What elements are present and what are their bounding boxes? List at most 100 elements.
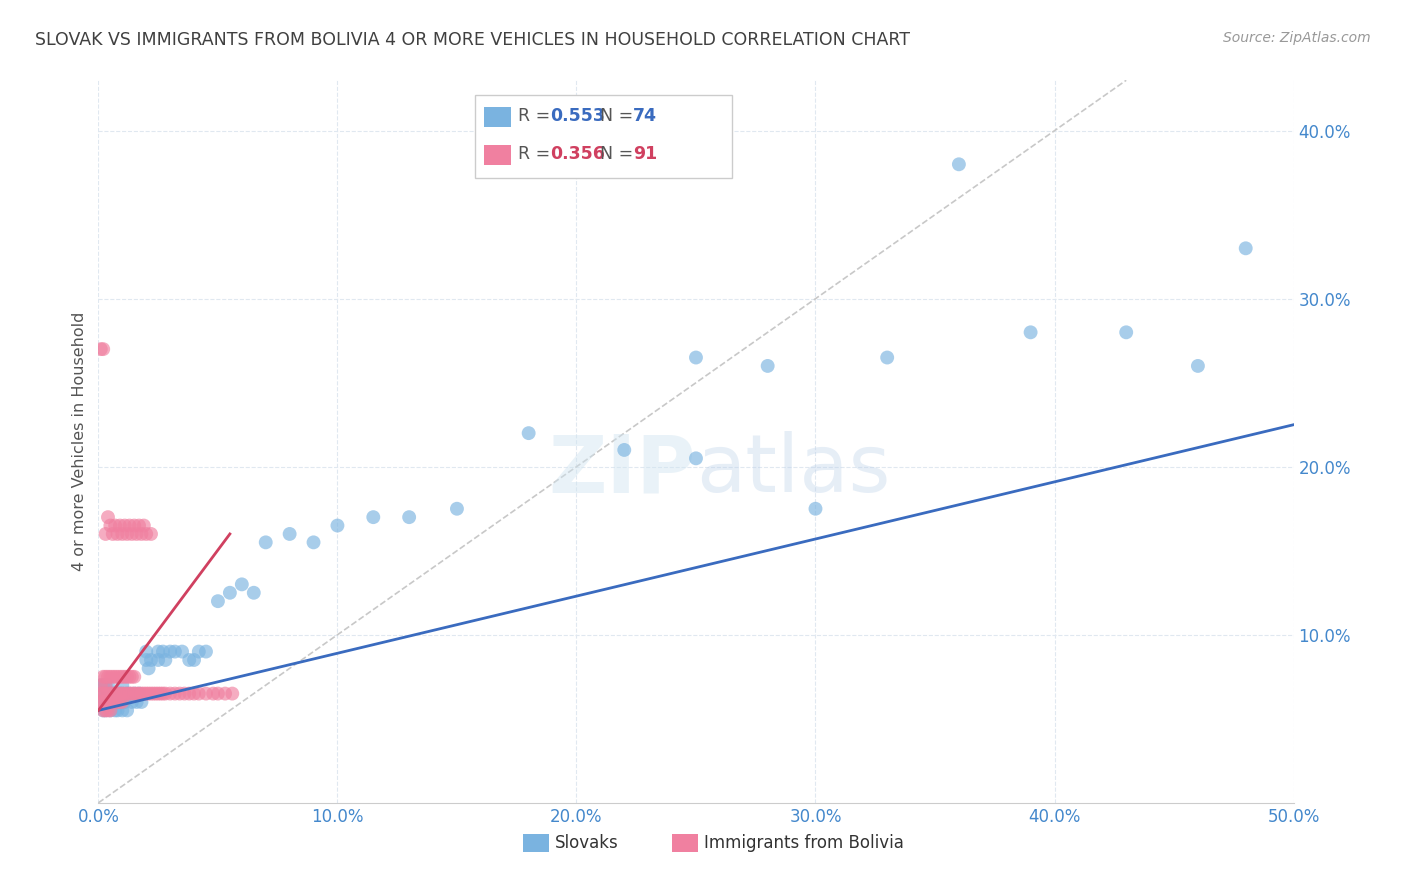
Point	[94, 687, 117, 701]
Point	[94, 678, 117, 692]
Text: 0.356: 0.356	[550, 145, 605, 163]
Point	[179, 653, 201, 667]
Point	[104, 703, 127, 717]
Point	[131, 687, 153, 701]
Point	[138, 687, 160, 701]
Point	[173, 687, 195, 701]
Point	[90, 342, 112, 356]
Bar	[475, 95, 733, 178]
Point	[107, 670, 129, 684]
Text: atlas: atlas	[696, 432, 890, 509]
Point	[159, 644, 181, 658]
Point	[152, 644, 174, 658]
Text: 91: 91	[633, 145, 657, 163]
Point	[363, 510, 385, 524]
Point	[155, 653, 177, 667]
Point	[104, 695, 127, 709]
Point	[124, 518, 146, 533]
Point	[183, 653, 205, 667]
Point	[94, 703, 117, 717]
Point	[125, 687, 148, 701]
Point	[142, 687, 165, 701]
Point	[179, 687, 201, 701]
Point	[207, 687, 229, 701]
Point	[254, 535, 277, 549]
Point	[139, 653, 162, 667]
Bar	[523, 834, 548, 852]
Point	[231, 577, 253, 591]
Point	[517, 426, 540, 441]
Point	[446, 501, 468, 516]
Point	[94, 527, 117, 541]
Point	[1115, 326, 1137, 340]
Point	[135, 527, 157, 541]
Point	[104, 518, 127, 533]
Point	[115, 703, 138, 717]
Point	[756, 359, 779, 373]
Point	[124, 687, 146, 701]
Point	[101, 695, 124, 709]
Point	[90, 687, 112, 701]
Point	[121, 695, 143, 709]
Point	[111, 695, 134, 709]
Point	[97, 695, 120, 709]
Point	[91, 703, 114, 717]
Point	[97, 687, 120, 701]
Point	[876, 351, 898, 365]
Point	[163, 644, 186, 658]
Bar	[672, 834, 699, 852]
Point	[187, 644, 209, 658]
Point	[90, 678, 112, 692]
Point	[121, 527, 143, 541]
Text: R =: R =	[517, 107, 555, 126]
Point	[121, 687, 143, 701]
Point	[115, 670, 138, 684]
Point	[90, 695, 112, 709]
Point	[101, 670, 124, 684]
Point	[149, 687, 172, 701]
Point	[98, 695, 122, 709]
Text: N =: N =	[600, 107, 640, 126]
Point	[948, 157, 970, 171]
Point	[128, 687, 150, 701]
Point	[187, 687, 209, 701]
Point	[101, 695, 124, 709]
Point	[207, 594, 229, 608]
Point	[98, 518, 122, 533]
Point	[91, 703, 114, 717]
Point	[302, 535, 325, 549]
Point	[111, 670, 134, 684]
Point	[94, 695, 117, 709]
Point	[108, 687, 131, 701]
Point	[1019, 326, 1042, 340]
Point	[1187, 359, 1209, 373]
Point	[98, 670, 122, 684]
Point	[108, 695, 131, 709]
Point	[104, 687, 127, 701]
Point	[118, 518, 141, 533]
Point	[98, 703, 122, 717]
Point	[107, 703, 129, 717]
Point	[107, 527, 129, 541]
Point	[90, 678, 112, 692]
Text: R =: R =	[517, 145, 555, 163]
Point	[101, 687, 124, 701]
Point	[169, 687, 191, 701]
Point	[139, 527, 162, 541]
Point	[135, 653, 157, 667]
Point	[104, 687, 127, 701]
Text: Immigrants from Bolivia: Immigrants from Bolivia	[704, 833, 904, 852]
Point	[214, 687, 236, 701]
Point	[108, 670, 131, 684]
Point	[114, 670, 136, 684]
Point	[114, 695, 136, 709]
Point	[163, 687, 186, 701]
Point	[115, 687, 138, 701]
Point	[114, 518, 136, 533]
Point	[131, 695, 153, 709]
Text: Slovaks: Slovaks	[555, 833, 619, 852]
Point	[685, 451, 707, 466]
Point	[94, 687, 117, 701]
Point	[152, 687, 174, 701]
Point	[135, 687, 157, 701]
